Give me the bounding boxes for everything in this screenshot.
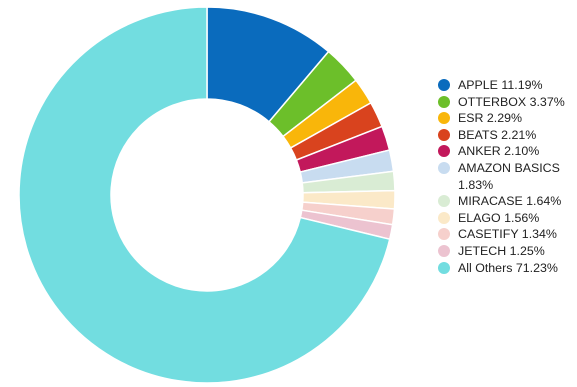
legend-swatch-icon: [438, 261, 450, 274]
legend-item: ELAGO 1.56%: [438, 210, 577, 227]
legend-swatch-icon: [438, 95, 450, 108]
legend-item: BEATS 2.21%: [438, 127, 577, 144]
legend-label: JETECH 1.25%: [458, 243, 545, 258]
legend-label: ANKER 2.10%: [458, 144, 540, 159]
legend-item: All Others 71.23%: [438, 260, 577, 277]
legend-swatch-icon: [438, 128, 450, 141]
legend-swatch-icon: [438, 145, 450, 158]
legend-swatch-icon: [438, 195, 450, 208]
pie-slice-10: [18, 6, 391, 384]
legend-swatch-icon: [438, 161, 450, 174]
legend-item: AMAZON BASICS 1.83%: [438, 160, 577, 193]
legend-label: CASETIFY 1.34%: [458, 227, 557, 242]
legend-label: ESR 2.29%: [458, 111, 523, 126]
legend-swatch-icon: [438, 79, 450, 91]
legend-label: MIRACASE 1.64%: [458, 194, 562, 209]
legend-label: ELAGO 1.56%: [458, 210, 540, 225]
legend-swatch-icon: [438, 244, 450, 257]
legend-item: MIRACASE 1.64%: [438, 193, 577, 210]
legend-item: ESR 2.29%: [438, 110, 577, 127]
legend-item: ANKER 2.10%: [438, 143, 577, 160]
legend-label: OTTERBOX 3.37%: [458, 94, 565, 109]
legend-item: CASETIFY 1.34%: [438, 226, 577, 243]
legend-label: All Others 71.23%: [458, 260, 558, 275]
legend-label: BEATS 2.21%: [458, 127, 537, 142]
legend-label: AMAZON BASICS 1.83%: [458, 160, 560, 192]
legend-swatch-icon: [438, 112, 450, 125]
legend-item: JETECH 1.25%: [438, 243, 577, 260]
legend-swatch-icon: [438, 211, 450, 224]
legend-item: OTTERBOX 3.37%: [438, 94, 577, 111]
legend-swatch-icon: [438, 228, 450, 241]
legend-item: APPLE 11.19%: [438, 77, 577, 94]
chart-legend: APPLE 11.19% OTTERBOX 3.37% ESR 2.29% BEATS…: [438, 77, 577, 276]
legend-label: APPLE 11.19%: [458, 78, 543, 92]
